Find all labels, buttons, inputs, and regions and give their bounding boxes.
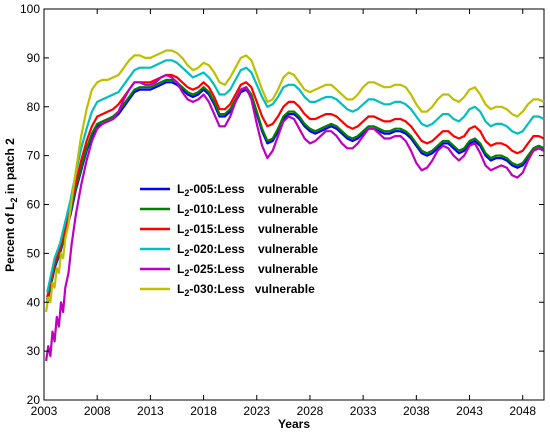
x-tick-label: 2028 bbox=[297, 404, 324, 418]
x-tick-label: 2038 bbox=[403, 404, 430, 418]
legend-label-3: L2-015:Less vulnerable bbox=[177, 222, 318, 238]
y-tick-label: 90 bbox=[27, 51, 41, 65]
x-tick-label: 2048 bbox=[509, 404, 536, 418]
series-line-4 bbox=[46, 59, 545, 293]
x-tick-label: 2043 bbox=[456, 404, 483, 418]
legend-label-2: L2-010:Less vulnerable bbox=[177, 202, 318, 218]
x-tick-label: 2018 bbox=[190, 404, 217, 418]
legend-label-6: L2-030:Less vulnerable bbox=[177, 282, 315, 298]
y-tick-label: 60 bbox=[27, 198, 41, 212]
y-tick-label: 40 bbox=[27, 295, 41, 309]
series-line-1 bbox=[46, 81, 545, 303]
series-line-5 bbox=[45, 73, 545, 362]
y-tick-label: 50 bbox=[27, 246, 41, 260]
y-tick-label: 100 bbox=[20, 2, 40, 16]
series-line-6 bbox=[45, 49, 545, 313]
tick-layer: 2003 2008 2013 2018 2023 2028 2033 2038 2043 2048… bbox=[20, 2, 544, 418]
x-tick-label: 2003 bbox=[31, 404, 58, 418]
legend-label-1: L2-005:Less vulnerable bbox=[177, 182, 318, 198]
x-tick-label: 2008 bbox=[84, 404, 111, 418]
series-layer bbox=[45, 49, 545, 362]
x-tick-label: 2023 bbox=[243, 404, 270, 418]
x-axis-label: Years bbox=[278, 417, 310, 431]
x-tick-label: 2013 bbox=[137, 404, 164, 418]
y-tick-label: 20 bbox=[27, 393, 41, 407]
y-tick-label: 30 bbox=[27, 344, 41, 358]
y-tick-label: 80 bbox=[27, 100, 41, 114]
series-line-2 bbox=[46, 78, 545, 301]
legend-label-5: L2-025:Less vulnerable bbox=[177, 262, 318, 278]
y-tick-label: 70 bbox=[27, 149, 41, 163]
legend: L2-005:Less vulnerable L2-010:Less vulner… bbox=[140, 182, 318, 298]
x-tick-label: 2033 bbox=[350, 404, 377, 418]
legend-label-4: L2-020:Less vulnerable bbox=[177, 242, 318, 258]
y-axis-label: Percent of L2 in patch 2 bbox=[3, 138, 19, 272]
